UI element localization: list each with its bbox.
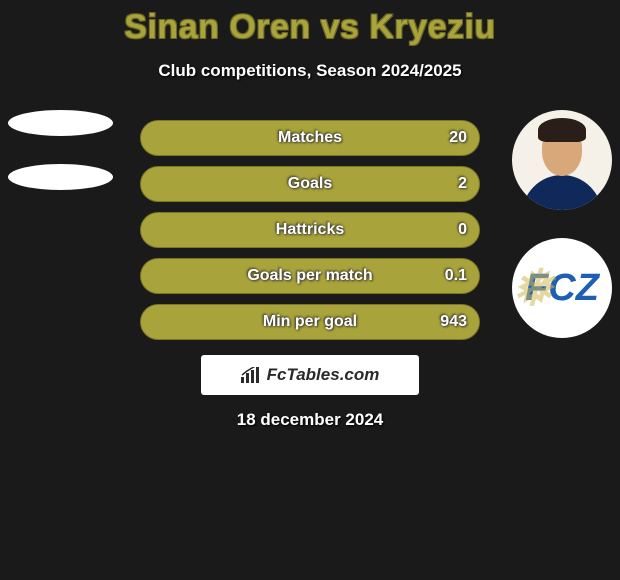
- stat-label: Hattricks: [276, 221, 344, 239]
- right-player-avatar: [512, 110, 612, 210]
- stat-bar: Min per goal 943: [140, 304, 480, 340]
- subtitle: Club competitions, Season 2024/2025: [0, 61, 620, 81]
- stat-right-value: 2: [458, 175, 467, 193]
- right-player-column: ❅ FCZ: [512, 110, 612, 338]
- page-title: Sinan Oren vs Kryeziu: [0, 0, 620, 47]
- stat-right-value: 0.1: [445, 267, 467, 285]
- left-player-column: [8, 110, 113, 218]
- stat-bar: Hattricks 0: [140, 212, 480, 248]
- date-text: 18 december 2024: [0, 410, 620, 430]
- stat-label: Matches: [278, 129, 342, 147]
- lion-icon: ❅: [511, 259, 553, 317]
- stat-right-value: 0: [458, 221, 467, 239]
- brand-watermark: FcTables.com: [201, 355, 419, 395]
- stat-bar: Goals 2: [140, 166, 480, 202]
- stat-right-value: 943: [440, 313, 467, 331]
- right-club-logo: ❅ FCZ: [512, 238, 612, 338]
- stat-label: Goals per match: [247, 267, 372, 285]
- brand-text: FcTables.com: [267, 365, 380, 385]
- stat-label: Min per goal: [263, 313, 357, 331]
- left-avatar-placeholder-1: [8, 110, 113, 136]
- stat-right-value: 20: [449, 129, 467, 147]
- stats-bars: Matches 20 Goals 2 Hattricks 0 Goals per…: [140, 120, 480, 350]
- stat-bar: Goals per match 0.1: [140, 258, 480, 294]
- stat-label: Goals: [288, 175, 332, 193]
- left-avatar-placeholder-2: [8, 164, 113, 190]
- chart-icon: [241, 367, 261, 383]
- stat-bar: Matches 20: [140, 120, 480, 156]
